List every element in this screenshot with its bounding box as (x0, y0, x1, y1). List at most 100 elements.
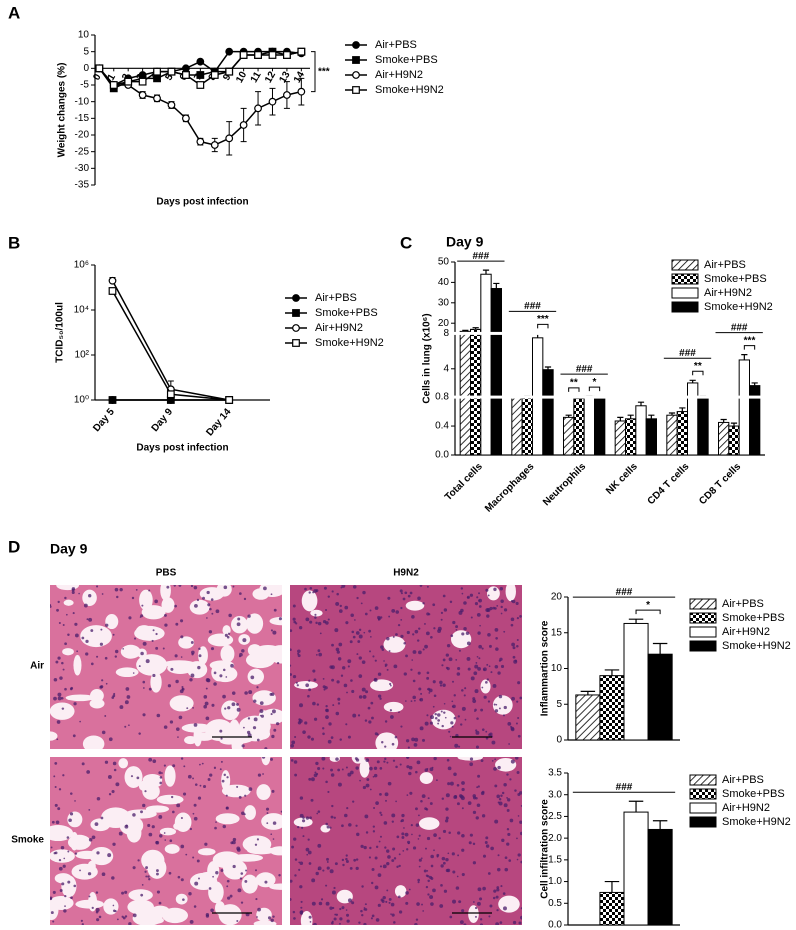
nucleus (295, 681, 298, 684)
nucleus (292, 674, 297, 679)
nucleus (476, 612, 481, 617)
nucleus (325, 884, 328, 887)
nucleus (96, 655, 99, 658)
marker (225, 134, 234, 143)
nucleus (431, 766, 434, 769)
nucleus (163, 725, 168, 729)
nucleus (317, 810, 321, 813)
error-bar (604, 880, 620, 893)
bar (459, 330, 471, 456)
nucleus (55, 660, 59, 664)
nucleus (381, 648, 385, 651)
nucleus (232, 864, 236, 869)
nucleus (302, 816, 305, 819)
y-axis-label: TCID₅₀/100ul (55, 302, 66, 363)
nucleus (301, 819, 306, 823)
nucleus (404, 832, 409, 837)
nucleus (164, 613, 167, 617)
nucleus (481, 647, 484, 650)
nucleus (176, 803, 181, 808)
nucleus (439, 684, 443, 687)
nucleus (419, 698, 422, 701)
nucleus (423, 869, 427, 873)
bar (687, 382, 699, 456)
nucleus (472, 810, 477, 814)
significance-label: ### (616, 782, 633, 793)
nucleus (452, 899, 457, 904)
nucleus (248, 690, 253, 695)
nucleus (503, 608, 508, 612)
nucleus (80, 919, 83, 922)
nucleus (497, 671, 501, 675)
nucleus (516, 638, 519, 641)
nucleus (347, 772, 352, 777)
nucleus (372, 830, 376, 833)
nucleus (190, 585, 194, 588)
nucleus (138, 732, 141, 735)
legend-swatch (689, 788, 717, 800)
nucleus (390, 913, 392, 915)
nucleus (316, 812, 319, 815)
nucleus (457, 854, 460, 857)
nucleus (445, 816, 449, 820)
nucleus (439, 904, 444, 908)
nucleus (395, 800, 397, 803)
nucleus (351, 901, 355, 905)
nucleus (341, 768, 344, 771)
nucleus (187, 774, 192, 779)
nucleus (180, 844, 185, 849)
nucleus (403, 641, 406, 645)
nucleus (264, 747, 268, 749)
nucleus (451, 725, 454, 728)
nucleus (392, 759, 396, 762)
nucleus (470, 676, 475, 681)
nucleus (192, 777, 194, 780)
alveolus (63, 599, 74, 606)
marker (225, 47, 234, 56)
error-bar (637, 401, 645, 406)
alveolus (161, 907, 188, 924)
nucleus (391, 813, 396, 818)
nucleus (333, 886, 336, 890)
alveolus (221, 784, 251, 798)
nucleus (433, 757, 437, 761)
nucleus (503, 630, 506, 633)
nucleus (393, 857, 397, 860)
micrograph (50, 757, 282, 925)
nucleus (376, 733, 379, 736)
nucleus (516, 617, 519, 620)
nucleus (451, 680, 455, 683)
nucleus (298, 719, 303, 723)
nucleus (368, 856, 371, 859)
nucleus (512, 646, 516, 650)
nucleus (101, 679, 104, 682)
bar (583, 395, 596, 456)
nucleus (488, 665, 491, 668)
nucleus (183, 765, 186, 768)
nucleus (456, 875, 459, 878)
nucleus (433, 627, 436, 630)
bar (599, 891, 625, 926)
nucleus (308, 862, 312, 865)
marker (283, 51, 291, 59)
alveolus (198, 646, 208, 665)
bar (575, 694, 601, 741)
nucleus (478, 605, 482, 608)
nucleus (297, 654, 301, 658)
nucleus (485, 588, 489, 592)
nucleus (520, 805, 522, 807)
nucleus (262, 773, 264, 775)
nucleus (307, 735, 311, 739)
nucleus (495, 895, 499, 899)
marker (352, 86, 360, 94)
nucleus (494, 628, 499, 632)
nucleus (313, 678, 317, 682)
nucleus (364, 903, 367, 906)
nucleus (180, 656, 183, 658)
nucleus (79, 869, 81, 872)
nucleus (375, 918, 380, 922)
row-label: Air (30, 661, 44, 672)
nucleus (311, 901, 316, 906)
nucleus (208, 887, 212, 890)
nucleus (154, 599, 158, 604)
